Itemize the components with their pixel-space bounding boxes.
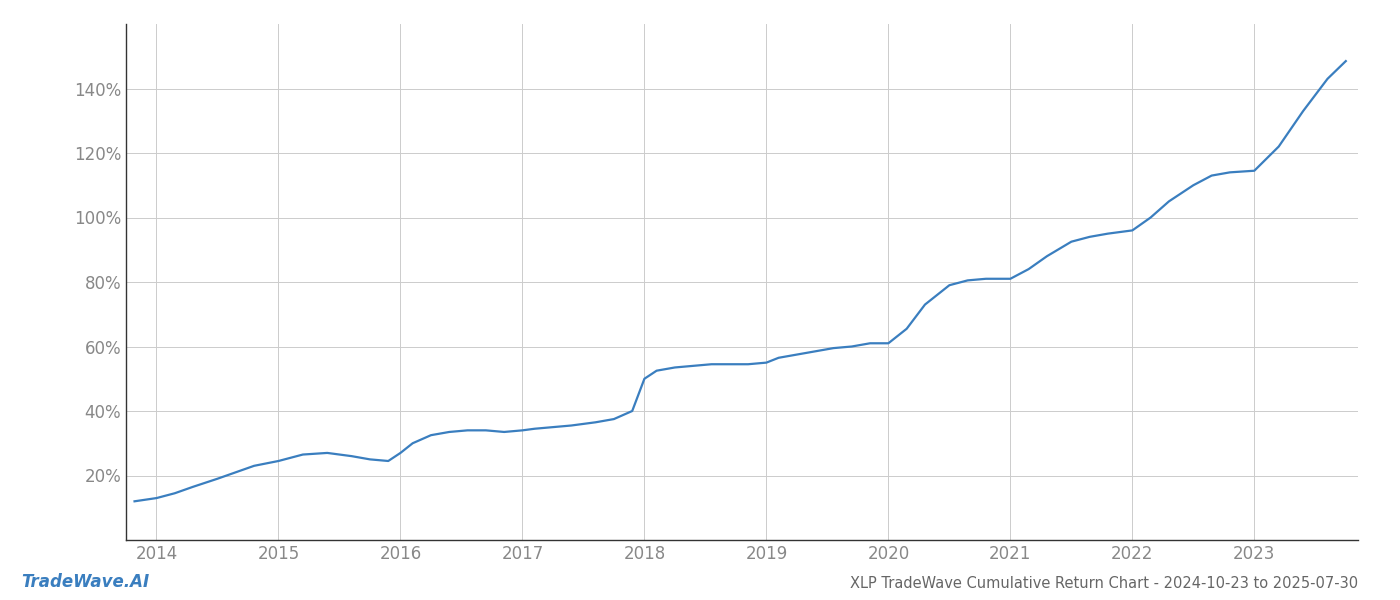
Text: XLP TradeWave Cumulative Return Chart - 2024-10-23 to 2025-07-30: XLP TradeWave Cumulative Return Chart - … bbox=[850, 576, 1358, 591]
Text: TradeWave.AI: TradeWave.AI bbox=[21, 573, 150, 591]
